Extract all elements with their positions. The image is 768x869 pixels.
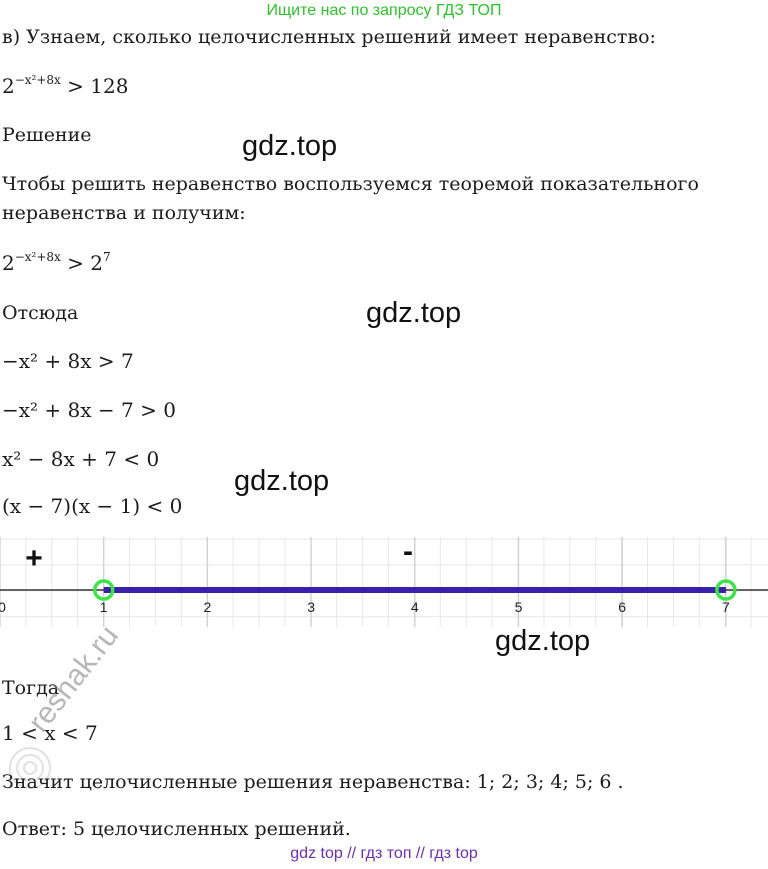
step-2: −x² + 8x − 7 > 0 — [2, 398, 176, 422]
number-line: 0 1 2 3 4 5 6 7 + - — [0, 537, 768, 627]
open-point — [715, 579, 737, 601]
ineq2-mid: > 2 — [60, 251, 104, 275]
step-1: −x² + 8x > 7 — [2, 349, 134, 373]
hence-label: Отсюда — [2, 302, 79, 324]
then-label: Тогда — [2, 677, 60, 699]
task-statement: в) Узнаем, сколько целочисленных решений… — [2, 26, 656, 48]
ineq1-rest: > 128 — [60, 74, 129, 98]
tick-label: 6 — [618, 599, 626, 615]
solution-heading: Решение — [2, 124, 92, 146]
top-banner: Ищите нас по запросу ГДЗ ТОП — [266, 2, 502, 19]
ineq2-exponent: −x²+8x — [14, 250, 61, 264]
tick-label: 3 — [307, 599, 315, 615]
explain-line-1: Чтобы решить неравенство воспользуемся т… — [2, 173, 699, 195]
explain-line-2: неравенства и получим: — [2, 202, 246, 224]
ineq2-exponent-right: 7 — [103, 250, 111, 264]
step-4: (x − 7)(x − 1) < 0 — [2, 494, 183, 518]
tick-label: 7 — [722, 599, 730, 615]
tick-label: 0 — [0, 599, 6, 615]
tick-label: 2 — [204, 599, 212, 615]
inequality-original: 2−x²+8x > 128 — [2, 74, 128, 98]
integer-solutions: Значит целочисленные решения неравенства… — [2, 771, 624, 793]
open-point — [92, 579, 115, 601]
footer: gdz top // гдз топ // гдз top — [290, 845, 478, 862]
ineq2-base: 2 — [2, 251, 15, 275]
answer: Ответ: 5 целочисленных решений. — [2, 818, 351, 840]
watermark-4: gdz.top — [495, 625, 591, 657]
watermark-1: gdz.top — [242, 130, 338, 162]
sign-plus: + — [25, 542, 43, 575]
inequality-powers: 2−x²+8x > 27 — [2, 251, 111, 275]
step-3: x² − 8x + 7 < 0 — [2, 447, 160, 471]
ineq1-base: 2 — [2, 74, 15, 98]
tick-label: 5 — [515, 599, 523, 615]
ineq1-exponent: −x²+8x — [14, 73, 61, 87]
reshak-logo — [9, 747, 51, 789]
watermark-2: gdz.top — [366, 297, 462, 329]
tick-label: 1 — [100, 599, 108, 615]
sign-minus: - — [403, 537, 413, 568]
watermark-3: gdz.top — [234, 465, 330, 497]
tick-label: 4 — [411, 599, 419, 615]
result-inequality: 1 < x < 7 — [2, 721, 98, 745]
